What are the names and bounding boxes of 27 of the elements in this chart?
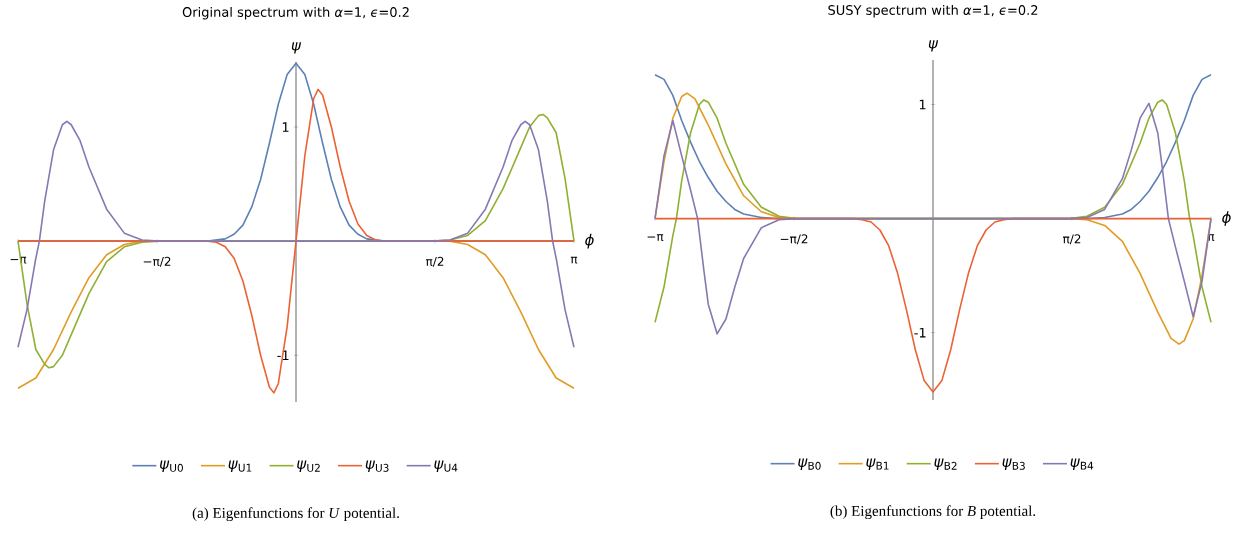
y-axis-title: ψ [291,42,302,54]
x-tick-label: −π [647,234,664,242]
legend-label: ψ$_{B1}$ [866,458,889,470]
y-tick-label: 1 [282,122,289,132]
legend-label: ψ$_{U1}$ [228,460,252,472]
legend-label: ψ$_{U3}$ [365,460,389,472]
legend-label: ψ$_{B4}$ [1070,458,1094,470]
y-axis-title: ψ [928,40,939,52]
y-tick-label: -1 [914,327,926,338]
text: (b) Eigenfunctions for B potential. [830,505,1036,520]
y-tick-label: 1 [919,99,926,110]
chart-title: SUSY spectrum with α=1, ϵ=0.2 [828,4,1038,18]
x-axis-title: ϕ [1222,211,1231,226]
x-tick-label: −π/2 [780,234,808,245]
text: (a) Eigenfunctions for U potential. [192,507,399,522]
legend-label: ψ$_{B0}$ [798,458,821,470]
x-tick-label: π/2 [1063,234,1081,245]
legend-label: ψ$_{B2}$ [934,458,957,470]
x-tick-label: π/2 [425,256,444,267]
chart-title: Original spectrum with α=1, ϵ=0.2 [182,6,409,20]
legend-label: ψ$_{U0}$ [160,460,183,472]
legend-label: ψ$_{B3}$ [1002,458,1025,470]
legend-label: ψ$_{U2}$ [297,460,320,472]
x-tick-label: π [570,256,578,264]
x-axis-title: ϕ [585,233,594,249]
x-tick-label: −π/2 [143,256,171,267]
legend-label: ψ$_{U4}$ [434,460,458,472]
